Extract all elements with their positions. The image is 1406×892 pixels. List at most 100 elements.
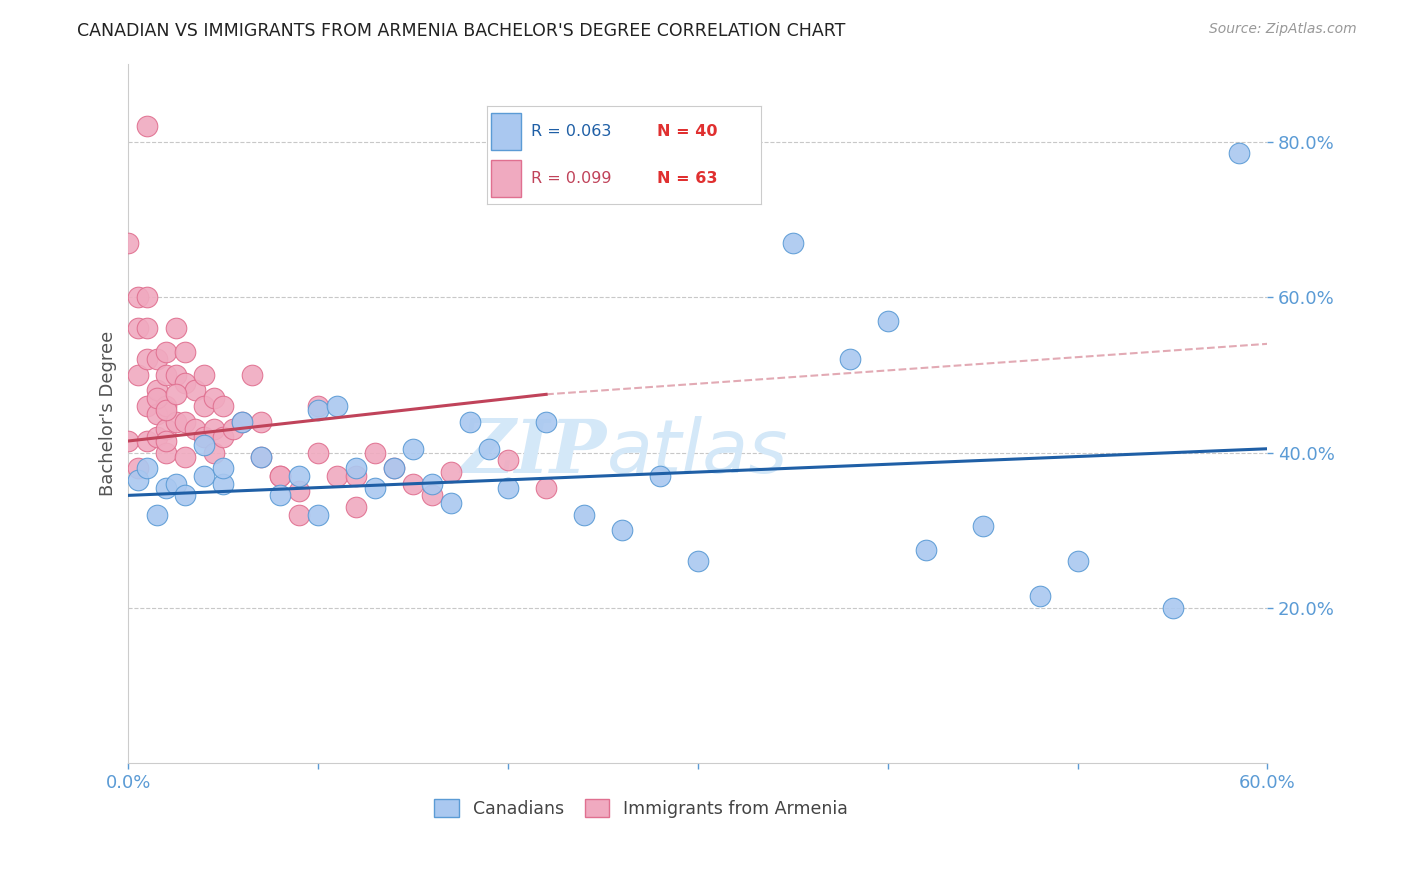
Point — [212, 461, 235, 475]
Point — [420, 476, 443, 491]
Point — [165, 321, 187, 335]
Point — [202, 445, 225, 459]
Point — [364, 481, 387, 495]
Point — [155, 368, 177, 382]
Point — [212, 430, 235, 444]
Point — [288, 469, 311, 483]
Text: atlas: atlas — [607, 417, 789, 488]
Point — [1227, 146, 1250, 161]
Point — [610, 524, 633, 538]
Point — [174, 488, 197, 502]
Point — [127, 461, 149, 475]
Point — [193, 469, 215, 483]
Point — [184, 384, 207, 398]
Point — [231, 415, 253, 429]
Point — [165, 368, 187, 382]
Point — [402, 476, 425, 491]
Point — [326, 469, 349, 483]
Text: Source: ZipAtlas.com: Source: ZipAtlas.com — [1209, 22, 1357, 37]
Point — [440, 496, 463, 510]
Point — [344, 469, 367, 483]
Point — [648, 469, 671, 483]
Point — [136, 321, 159, 335]
Point — [202, 391, 225, 405]
Point — [212, 476, 235, 491]
Point — [136, 290, 159, 304]
Point — [307, 445, 329, 459]
Point — [155, 399, 177, 413]
Point — [1161, 601, 1184, 615]
Point — [146, 384, 169, 398]
Point — [155, 344, 177, 359]
Point — [496, 453, 519, 467]
Point — [972, 519, 994, 533]
Point — [174, 415, 197, 429]
Point — [572, 508, 595, 522]
Point — [288, 508, 311, 522]
Point — [117, 434, 139, 448]
Point — [307, 508, 329, 522]
Point — [344, 500, 367, 514]
Point — [269, 469, 291, 483]
Point — [146, 391, 169, 405]
Point — [288, 484, 311, 499]
Point — [165, 476, 187, 491]
Point — [136, 120, 159, 134]
Point — [250, 450, 273, 464]
Point — [174, 344, 197, 359]
Point — [440, 465, 463, 479]
Point — [165, 415, 187, 429]
Point — [534, 481, 557, 495]
Point — [240, 368, 263, 382]
Point — [155, 434, 177, 448]
Point — [686, 554, 709, 568]
Point — [174, 450, 197, 464]
Point — [165, 387, 187, 401]
Point — [212, 399, 235, 413]
Point — [838, 352, 860, 367]
Point — [269, 469, 291, 483]
Point — [146, 407, 169, 421]
Point — [250, 450, 273, 464]
Point — [193, 368, 215, 382]
Point — [127, 368, 149, 382]
Point — [136, 399, 159, 413]
Point — [1066, 554, 1088, 568]
Point — [155, 422, 177, 436]
Text: ZIP: ZIP — [461, 416, 607, 489]
Point — [914, 542, 936, 557]
Point — [382, 461, 405, 475]
Point — [496, 481, 519, 495]
Point — [136, 352, 159, 367]
Point — [382, 461, 405, 475]
Point — [174, 376, 197, 390]
Point — [402, 442, 425, 456]
Point — [876, 313, 898, 327]
Point — [136, 461, 159, 475]
Point — [250, 415, 273, 429]
Point — [231, 415, 253, 429]
Point — [458, 415, 481, 429]
Point — [534, 415, 557, 429]
Point — [146, 508, 169, 522]
Point — [326, 399, 349, 413]
Point — [136, 434, 159, 448]
Point — [146, 430, 169, 444]
Point — [222, 422, 245, 436]
Point — [478, 442, 501, 456]
Point — [146, 352, 169, 367]
Point — [307, 399, 329, 413]
Point — [117, 235, 139, 250]
Y-axis label: Bachelor's Degree: Bachelor's Degree — [100, 331, 117, 496]
Point — [1028, 590, 1050, 604]
Point — [202, 422, 225, 436]
Point — [127, 321, 149, 335]
Point — [193, 430, 215, 444]
Point — [193, 438, 215, 452]
Point — [193, 399, 215, 413]
Point — [344, 461, 367, 475]
Legend: Canadians, Immigrants from Armenia: Canadians, Immigrants from Armenia — [427, 792, 855, 825]
Point — [155, 481, 177, 495]
Point — [155, 403, 177, 417]
Point — [269, 488, 291, 502]
